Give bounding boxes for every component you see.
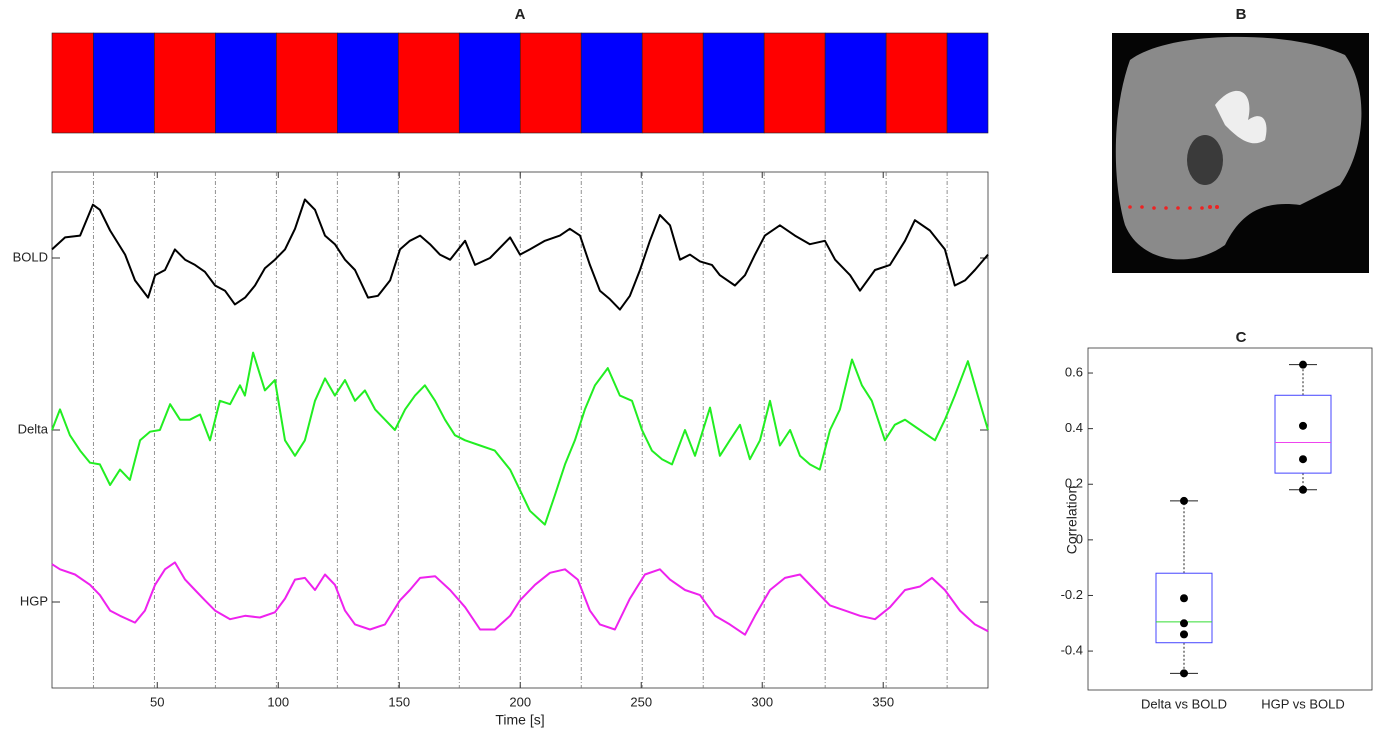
panel-title: C bbox=[1236, 329, 1247, 346]
block bbox=[459, 33, 520, 133]
x-axis-label: Time [s] bbox=[495, 712, 544, 728]
y-tick-label: Delta bbox=[18, 421, 49, 436]
block bbox=[52, 33, 93, 133]
block bbox=[581, 33, 642, 133]
figure: A 50 100 150 200 250 300 350 Time [s] HGP Delta BOL… bbox=[0, 0, 1376, 734]
block bbox=[93, 33, 154, 133]
block bbox=[825, 33, 886, 133]
y-axis-label: Correlation bbox=[1064, 486, 1080, 554]
block bbox=[642, 33, 703, 133]
x-tick-label: 200 bbox=[509, 694, 531, 709]
y-tick-label: 0.6 bbox=[1065, 364, 1083, 379]
y-tick-label: BOLD bbox=[13, 249, 48, 264]
x-tick-label: 350 bbox=[872, 694, 894, 709]
data-point bbox=[1180, 619, 1188, 627]
brain-image bbox=[1112, 33, 1369, 273]
y-tick-label: -0.2 bbox=[1061, 587, 1083, 602]
x-tick-label: 100 bbox=[267, 694, 289, 709]
panel-title: A bbox=[515, 6, 526, 23]
y-tick-label: 0.4 bbox=[1065, 420, 1083, 435]
y-tick-label: -0.4 bbox=[1061, 643, 1083, 658]
data-point bbox=[1299, 455, 1307, 463]
block bbox=[398, 33, 459, 133]
data-point bbox=[1180, 497, 1188, 505]
x-tick-label: 300 bbox=[751, 694, 773, 709]
block bbox=[276, 33, 337, 133]
trace bbox=[52, 200, 988, 310]
x-tick-label: 250 bbox=[630, 694, 652, 709]
block bbox=[154, 33, 215, 133]
data-point bbox=[1180, 594, 1188, 602]
block bbox=[886, 33, 947, 133]
x-tick-label: 50 bbox=[150, 694, 164, 709]
data-point bbox=[1180, 630, 1188, 638]
block bbox=[337, 33, 398, 133]
x-tick-label: Delta vs BOLD bbox=[1141, 696, 1227, 711]
y-tick-label: HGP bbox=[20, 593, 48, 608]
block bbox=[215, 33, 276, 133]
thalamus bbox=[1187, 135, 1223, 185]
block bbox=[764, 33, 825, 133]
panel-title: B bbox=[1236, 6, 1247, 23]
x-tick-label: 150 bbox=[388, 694, 410, 709]
data-point bbox=[1299, 422, 1307, 430]
axes-box bbox=[1088, 348, 1372, 690]
block bbox=[947, 33, 988, 133]
data-point bbox=[1299, 361, 1307, 369]
data-point bbox=[1180, 669, 1188, 677]
block bbox=[520, 33, 581, 133]
block bbox=[703, 33, 764, 133]
data-point bbox=[1299, 486, 1307, 494]
x-tick-label: HGP vs BOLD bbox=[1261, 696, 1345, 711]
page: {"chart_data":[ {"type":"line","title":"… bbox=[0, 0, 1376, 734]
